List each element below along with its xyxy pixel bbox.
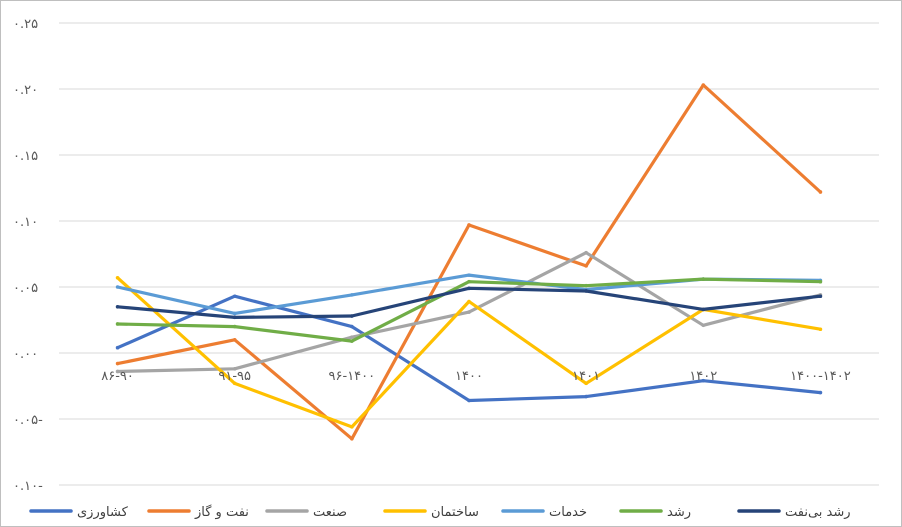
data-point xyxy=(232,381,237,386)
data-point xyxy=(115,275,120,280)
data-point xyxy=(584,264,588,268)
data-point xyxy=(115,369,120,374)
data-point xyxy=(467,398,471,403)
data-point xyxy=(467,286,471,291)
data-point xyxy=(115,361,120,366)
data-point xyxy=(232,311,237,316)
data-point xyxy=(467,223,471,227)
legend-label: صنعت xyxy=(313,505,347,520)
data-point xyxy=(818,294,823,299)
data-point xyxy=(232,315,237,320)
y-tick-label: ۰.۲۵ xyxy=(13,17,38,32)
data-point xyxy=(701,323,706,328)
y-tick-label: ۰.۰۵ xyxy=(13,281,38,296)
data-point xyxy=(467,273,471,277)
data-point xyxy=(232,367,237,371)
legend-label: رشد بی‌نفت xyxy=(785,505,851,520)
x-tick-label: ۱۴۰۰ xyxy=(455,369,483,384)
y-axis-tick-labels: ۰.۱۰- ۰.۰۵- ۰.۰۰ ۰.۰۵ ۰.۱۰ ۰.۱۵ ۰.۲۰ ۰.۲۵ xyxy=(13,17,43,494)
data-point xyxy=(350,335,354,339)
data-point xyxy=(115,322,120,326)
data-point xyxy=(818,390,823,395)
data-point xyxy=(350,339,354,343)
data-point xyxy=(467,299,471,304)
legend-label: ساختمان xyxy=(431,505,479,520)
x-tick-label: ۸۶-۹۰ xyxy=(101,369,134,384)
legend-label: رشد xyxy=(667,505,691,520)
data-point xyxy=(584,289,588,293)
data-point xyxy=(584,394,588,399)
x-axis-tick-labels: ۸۶-۹۰ ۹۱-۹۵ ۹۶-۱۴۰۰ ۱۴۰۰ ۱۴۰۱ ۱۴۰۲ ۱۴۰۰-۱۴۰۲ xyxy=(101,369,850,384)
data-point xyxy=(232,338,237,342)
series-line-2 xyxy=(115,83,823,441)
data-point xyxy=(818,190,823,194)
data-point xyxy=(584,283,588,288)
data-point xyxy=(232,324,237,329)
data-point xyxy=(467,279,471,284)
data-point xyxy=(701,277,706,281)
y-tick-label: ۰.۱۰ xyxy=(13,215,38,230)
data-point xyxy=(115,345,120,350)
data-point xyxy=(350,314,354,318)
data-point xyxy=(584,381,588,386)
data-point xyxy=(701,307,706,312)
data-point xyxy=(350,293,354,297)
data-point xyxy=(232,294,237,299)
y-tick-label: ۰.۱۵ xyxy=(13,149,38,164)
x-tick-label: ۱۴۰۲ xyxy=(689,369,717,384)
legend-label: نفت و گاز xyxy=(194,504,249,520)
legend: کشاورزی نفت و گاز صنعت ساختمان خدمات رشد رشد ب… xyxy=(29,504,851,520)
y-tick-label: ۰.۰۰ xyxy=(13,347,38,362)
y-tick-label: ۰.۰۵- xyxy=(13,413,43,428)
y-tick-label: ۰.۱۰- xyxy=(13,479,43,494)
data-point xyxy=(350,425,354,429)
legend-label: خدمات xyxy=(549,505,587,520)
gridlines xyxy=(59,22,879,486)
data-point xyxy=(350,324,354,329)
data-point xyxy=(350,437,354,441)
data-point xyxy=(115,305,120,309)
data-point xyxy=(115,285,120,289)
x-tick-label: ۹۶-۱۴۰۰ xyxy=(329,369,376,384)
x-tick-label: ۱۴۰۱ xyxy=(572,369,600,384)
data-point xyxy=(584,250,588,255)
data-point xyxy=(818,327,823,332)
y-tick-label: ۰.۲۰ xyxy=(13,83,38,98)
x-tick-label: ۱۴۰۰-۱۴۰۲ xyxy=(790,369,851,384)
series-lines xyxy=(115,83,823,441)
x-tick-label: ۹۱-۹۵ xyxy=(218,369,251,384)
data-point xyxy=(467,310,471,314)
data-point xyxy=(818,279,823,284)
legend-label: کشاورزی xyxy=(77,505,129,520)
data-point xyxy=(701,83,706,87)
data-point xyxy=(701,378,706,383)
